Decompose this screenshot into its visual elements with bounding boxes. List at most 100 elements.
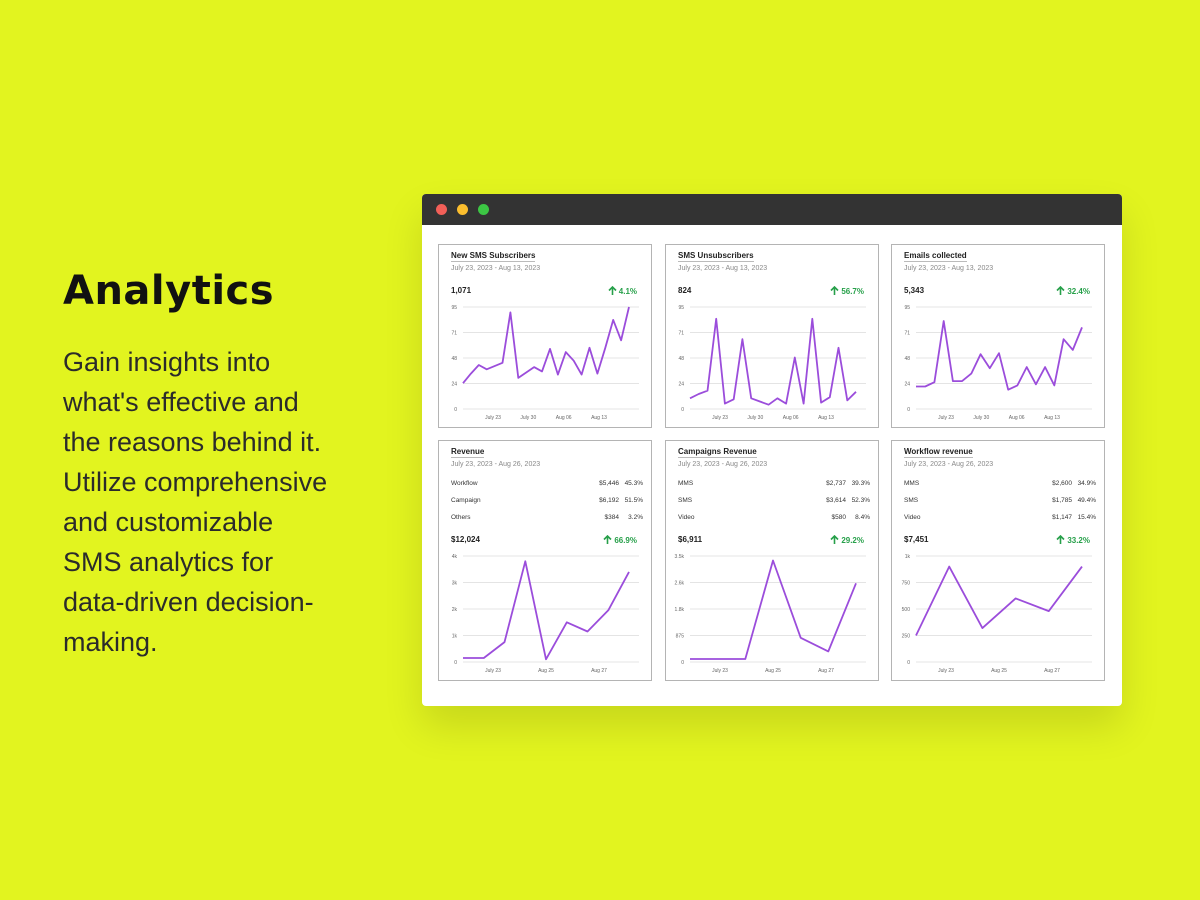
minimize-window-icon[interactable]: [457, 204, 468, 215]
breakdown-name: Video: [904, 514, 921, 521]
close-window-icon[interactable]: [436, 204, 447, 215]
x-tick-label: Aug 27: [1044, 668, 1060, 674]
arrow-up-icon: [603, 534, 612, 544]
hero-description: Gain insights into what's effective and …: [63, 347, 328, 657]
maximize-window-icon[interactable]: [478, 204, 489, 215]
hero-title: Analytics: [63, 268, 275, 314]
y-tick-label: 0: [681, 660, 684, 666]
x-tick-label: July 30: [747, 415, 763, 421]
y-tick-label: 875: [676, 634, 685, 640]
card-title[interactable]: New SMS Subscribers: [451, 251, 536, 262]
breakdown-name: Video: [678, 514, 695, 521]
app-window: New SMS Subscribers July 23, 2023 - Aug 1…: [422, 194, 1122, 706]
x-tick-label: Aug 25: [765, 668, 781, 674]
y-tick-label: 0: [907, 660, 910, 666]
card-total-value: 824: [678, 286, 692, 295]
y-tick-label: 95: [904, 305, 910, 311]
breakdown-amount: $6,192: [599, 497, 619, 504]
y-tick-label: 24: [678, 382, 684, 388]
line-chart: 3.5k 2.6k 1.8k 875 0 July 23 Aug 25 Aug 27: [675, 554, 866, 674]
y-tick-label: 0: [681, 407, 684, 413]
y-tick-label: 71: [678, 331, 684, 337]
breakdown-percent: 3.2%: [628, 514, 643, 521]
breakdown-amount: $2,600: [1052, 480, 1072, 487]
x-tick-label: Aug 27: [591, 668, 607, 674]
x-tick-label: Aug 25: [538, 668, 554, 674]
metric-card: Workflow revenue July 23, 2023 - Aug 26, …: [891, 440, 1105, 681]
card-title[interactable]: SMS Unsubscribers: [678, 251, 754, 262]
x-tick-label: July 30: [520, 415, 536, 421]
y-tick-label: 48: [678, 356, 684, 362]
y-tick-label: 24: [451, 382, 457, 388]
x-tick-label: July 23: [938, 668, 954, 674]
breakdown-percent: 51.5%: [624, 497, 643, 504]
breakdown-amount: $2,737: [826, 480, 846, 487]
y-tick-label: 0: [454, 660, 457, 666]
breakdown-percent: 52.3%: [851, 497, 870, 504]
change-percent: 29.2%: [841, 536, 864, 545]
y-tick-label: 3.5k: [675, 554, 685, 560]
breakdown-amount: $580: [831, 514, 846, 521]
breakdown-row: MMS $2,737 39.3%: [678, 475, 870, 492]
card-date-range: July 23, 2023 - Aug 13, 2023: [678, 265, 768, 272]
breakdown-row: Video $1,147 15.4%: [904, 509, 1096, 526]
y-tick-label: 24: [904, 382, 910, 388]
breakdown-name: SMS: [678, 497, 693, 504]
x-tick-label: Aug 06: [556, 415, 572, 421]
breakdown-name: MMS: [678, 480, 694, 487]
breakdown-percent: 49.4%: [1077, 497, 1096, 504]
breakdown-table: Workflow $5,446 45.3% Campaign $6,192 51.5% Ot…: [451, 475, 643, 526]
breakdown-percent: 15.4%: [1077, 514, 1096, 521]
breakdown-name: Workflow: [451, 480, 478, 487]
card-change-badge: 32.4%: [1056, 285, 1090, 296]
card-total-value: $6,911: [678, 535, 703, 544]
breakdown-percent: 39.3%: [851, 480, 870, 487]
y-tick-label: 250: [902, 634, 911, 640]
card-date-range: July 23, 2023 - Aug 26, 2023: [904, 461, 994, 468]
y-tick-label: 48: [451, 356, 457, 362]
change-percent: 4.1%: [618, 287, 637, 296]
x-tick-label: Aug 13: [1044, 415, 1060, 421]
y-tick-label: 1.8k: [675, 607, 685, 613]
breakdown-table: MMS $2,600 34.9% SMS $1,785 49.4% Video $1,147 1…: [904, 475, 1096, 526]
y-tick-label: 0: [454, 407, 457, 413]
y-tick-label: 500: [902, 607, 911, 613]
x-tick-label: July 23: [938, 415, 954, 421]
card-change-badge: 4.1%: [608, 285, 637, 296]
breakdown-name: MMS: [904, 480, 920, 487]
breakdown-percent: 45.3%: [624, 480, 643, 487]
breakdown-table: MMS $2,737 39.3% SMS $3,614 52.3% Video $580 8.4…: [678, 475, 870, 526]
line-chart: 95 71 48 24 0 July 23 July 30 Aug 06 Aug 13: [904, 305, 1092, 421]
x-tick-label: July 23: [485, 668, 501, 674]
x-tick-label: Aug 06: [783, 415, 799, 421]
x-tick-label: July 23: [712, 415, 728, 421]
card-change-badge: 56.7%: [830, 285, 864, 296]
y-tick-label: 3k: [452, 581, 458, 587]
metric-card: New SMS Subscribers July 23, 2023 - Aug 1…: [438, 244, 652, 428]
arrow-up-icon: [1056, 285, 1065, 295]
card-title[interactable]: Revenue: [451, 447, 485, 458]
x-tick-label: Aug 13: [591, 415, 607, 421]
breakdown-row: Campaign $6,192 51.5%: [451, 492, 643, 509]
breakdown-amount: $3,614: [826, 497, 846, 504]
metric-card: SMS Unsubscribers July 23, 2023 - Aug 13,…: [665, 244, 879, 428]
y-tick-label: 71: [451, 331, 457, 337]
breakdown-percent: 34.9%: [1077, 480, 1096, 487]
card-total-value: 5,343: [904, 286, 925, 295]
line-chart: 4k 3k 2k 1k 0 July 23 Aug 25 Aug 27: [452, 554, 639, 674]
x-tick-label: Aug 13: [818, 415, 834, 421]
breakdown-row: MMS $2,600 34.9%: [904, 475, 1096, 492]
card-title[interactable]: Emails collected: [904, 251, 967, 262]
card-date-range: July 23, 2023 - Aug 13, 2023: [451, 265, 541, 272]
card-total-value: $7,451: [904, 535, 929, 544]
card-title[interactable]: Campaigns Revenue: [678, 447, 757, 458]
series-line: [462, 306, 630, 384]
y-tick-label: 4k: [452, 554, 458, 560]
card-title[interactable]: Workflow revenue: [904, 447, 973, 458]
breakdown-row: Others $384 3.2%: [451, 509, 643, 526]
series-line: [916, 320, 1083, 391]
breakdown-percent: 8.4%: [855, 514, 870, 521]
y-tick-label: 1k: [452, 634, 458, 640]
breakdown-row: SMS $1,785 49.4%: [904, 492, 1096, 509]
y-tick-label: 71: [904, 331, 910, 337]
